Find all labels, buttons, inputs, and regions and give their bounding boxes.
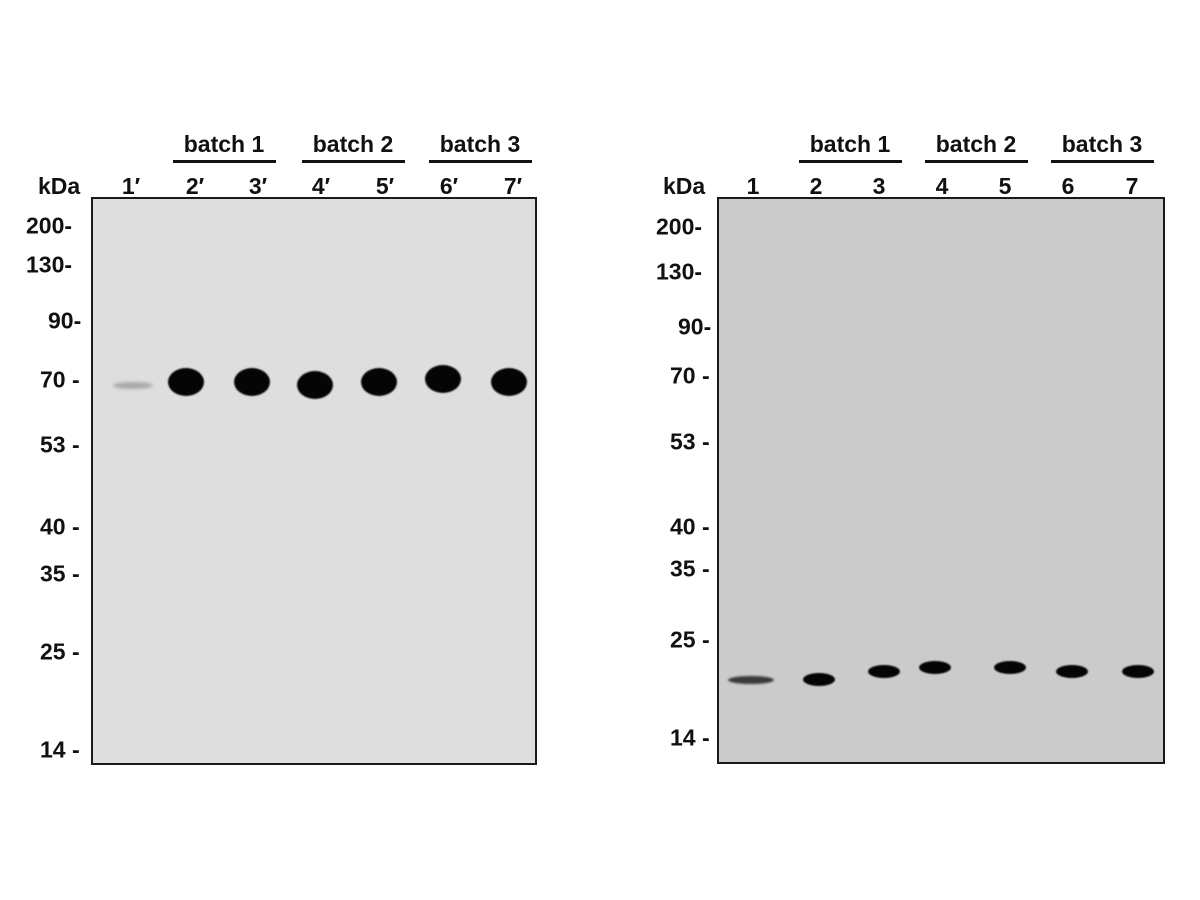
lane-label-1: 1 [746,173,760,199]
marker-35: 35 - [40,560,80,587]
lane-label-7: 7′ [503,173,523,199]
lane-label-4: 4 [935,173,949,199]
batch-underline-2 [302,160,405,163]
lane-label-3: 3 [872,173,886,199]
protein-band-lane-5 [361,368,397,396]
protein-band-lane-1 [113,381,153,389]
marker-25: 25 - [40,638,80,665]
batch-underline-3 [1051,160,1154,163]
batch-label-2: batch 2 [312,131,394,157]
lane-label-5: 5′ [375,173,395,199]
marker-70: 70 - [670,362,710,389]
marker-90: 90- [48,307,82,334]
protein-band-lane-4 [297,371,333,400]
marker-90: 90- [678,313,712,340]
marker-53: 53 - [670,428,710,455]
batch-label-2: batch 2 [935,131,1017,157]
protein-band-lane-5 [994,660,1026,674]
marker-70: 70 - [40,366,80,393]
marker-40: 40 - [40,513,80,540]
marker-14: 14 - [670,724,710,751]
protein-band-lane-7 [491,368,527,396]
marker-14: 14 - [40,736,80,763]
marker-130: 130- [656,258,703,285]
blot-membrane-left [91,197,537,765]
lane-label-2: 2′ [185,173,205,199]
protein-band-lane-6 [425,364,461,393]
lane-label-4: 4′ [311,173,331,199]
protein-band-lane-3 [868,664,900,678]
batch-label-1: batch 1 [809,131,891,157]
marker-200: 200- [656,213,703,240]
marker-53: 53 - [40,431,80,458]
batch-label-3: batch 3 [1061,131,1143,157]
blot-membrane-right [717,197,1165,764]
lane-label-6: 6 [1061,173,1075,199]
batch-underline-3 [429,160,532,163]
batch-underline-1 [799,160,902,163]
lane-label-5: 5 [998,173,1012,199]
protein-band-lane-3 [234,368,270,396]
marker-130: 130- [26,251,73,278]
protein-band-lane-7 [1122,664,1154,678]
lane-label-1: 1′ [121,173,141,199]
protein-band-lane-2 [168,368,204,396]
marker-35: 35 - [670,555,710,582]
batch-underline-2 [925,160,1028,163]
protein-band-lane-6 [1056,664,1088,678]
batch-label-1: batch 1 [183,131,265,157]
lane-label-2: 2 [809,173,823,199]
lane-label-3: 3′ [248,173,268,199]
marker-40: 40 - [670,513,710,540]
lane-label-7: 7 [1125,173,1139,199]
marker-25: 25 - [670,626,710,653]
protein-band-lane-2 [803,673,835,687]
lane-label-6: 6′ [439,173,459,199]
marker-200: 200- [26,212,73,239]
batch-underline-1 [173,160,276,163]
kda-unit-label: kDa [663,173,706,199]
kda-unit-label: kDa [38,173,81,199]
protein-band-lane-4 [919,660,951,674]
protein-band-lane-1 [728,675,774,684]
batch-label-3: batch 3 [439,131,521,157]
